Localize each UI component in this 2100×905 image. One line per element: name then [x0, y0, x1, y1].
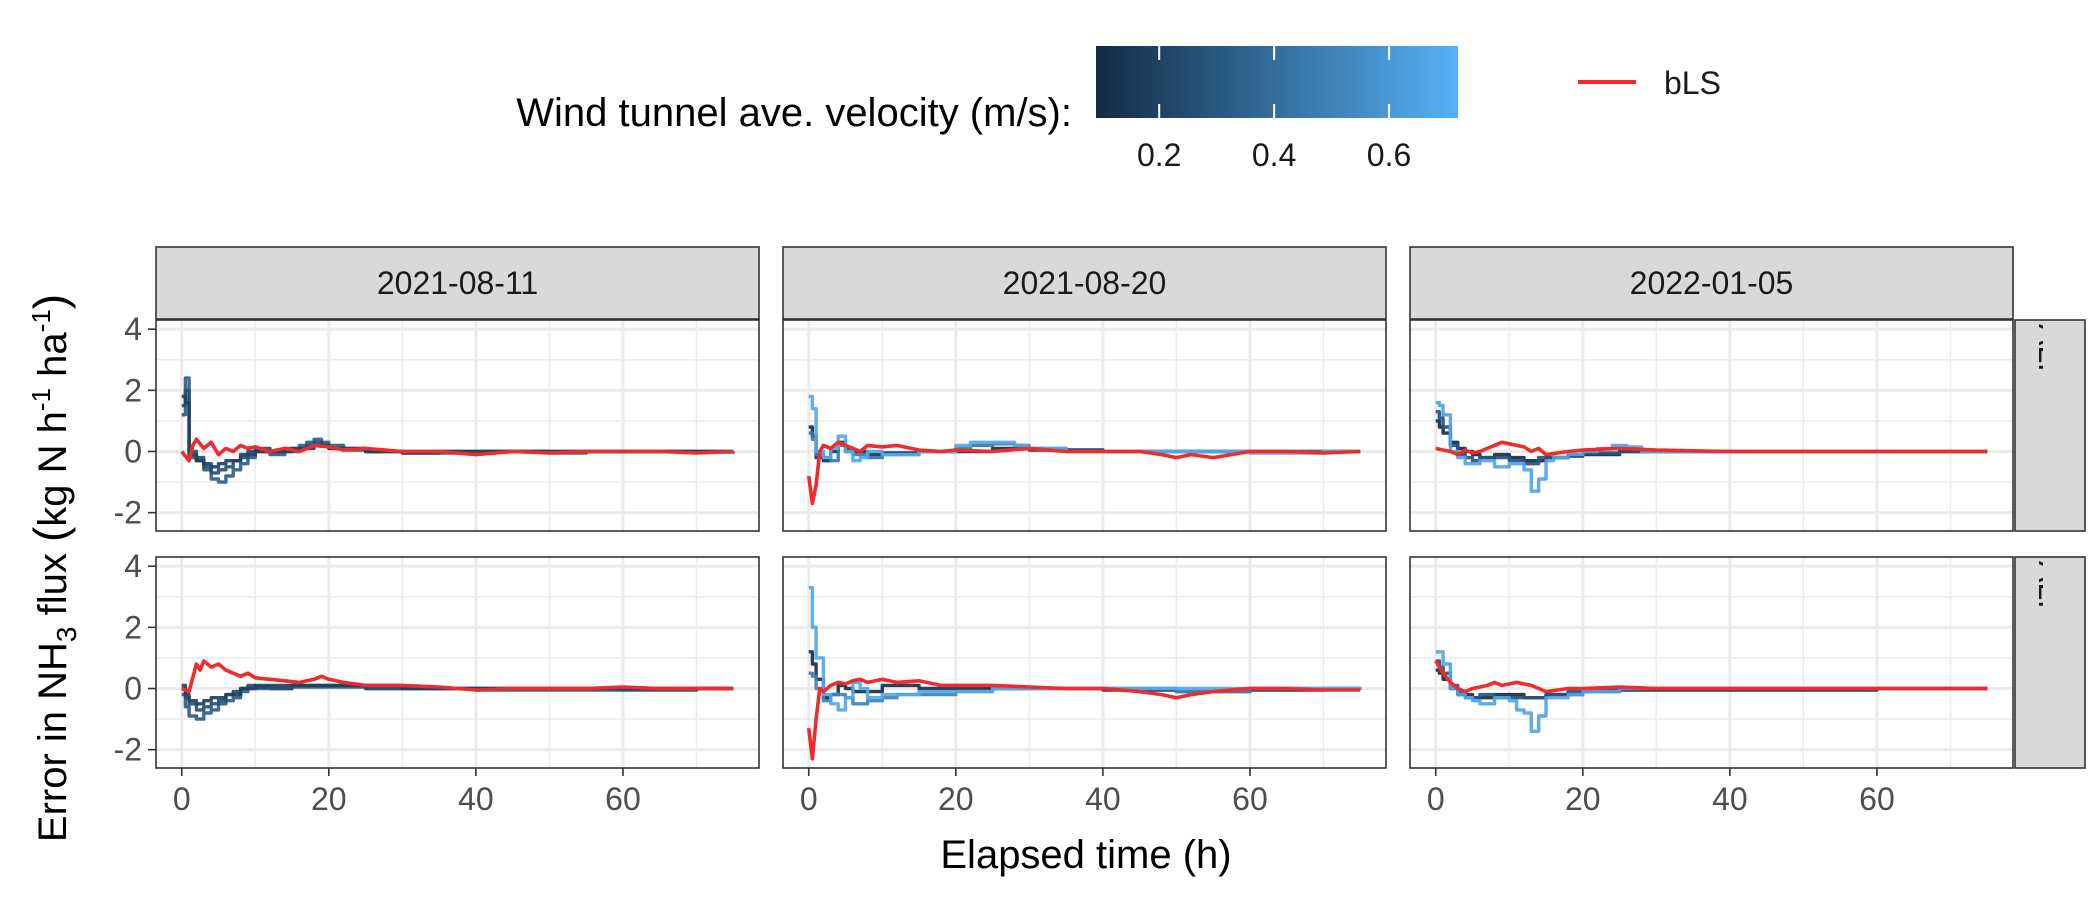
column-strip: 2021-08-20 [782, 246, 1387, 320]
x-tick-label: 0 [173, 781, 191, 817]
column-strip: 2022-01-05 [1409, 246, 2014, 320]
panel-border [155, 319, 760, 532]
y-title-part: Error in NH [31, 642, 75, 842]
panel-background [156, 557, 759, 768]
panel-background [156, 320, 759, 531]
panel-series [1434, 650, 1988, 733]
panels: 2021-08-11 2021-08-20 2022-01-05 ALFAM2 cal… [114, 246, 2086, 817]
column-strip-box [1409, 246, 2014, 320]
x-tick-label: 20 [1565, 781, 1601, 817]
x-tick-label: 60 [1859, 781, 1895, 817]
row-strip: ALFAM2 cal. B [2014, 556, 2086, 773]
row-strip-label: ALFAM2 cal. B [2032, 561, 2068, 773]
series-line-bls [806, 677, 1361, 761]
panel-series [806, 585, 1362, 761]
column-strip-label: 2021-08-11 [377, 265, 538, 301]
panel-border [782, 556, 1387, 769]
panel [1409, 319, 2014, 532]
column-strip-box [782, 246, 1387, 320]
column-strip-label: 2022-01-05 [1630, 265, 1794, 301]
panel: 0 20 40 60 [1409, 556, 2014, 817]
x-axis-title: Elapsed time (h) [940, 833, 1231, 877]
panel-border [155, 556, 760, 769]
y-tick-label: 2 [124, 372, 142, 408]
panel-background [783, 557, 1386, 768]
x-tick-label: 40 [1085, 781, 1121, 817]
y-tick-label: 0 [124, 670, 142, 706]
series-line-bls [180, 437, 734, 463]
y-tick-label: -2 [114, 732, 142, 768]
y-title-subscript: 3 [51, 627, 82, 643]
x-tick-label: 40 [1712, 781, 1748, 817]
column-strip-box [155, 246, 760, 320]
y-title-part: ha [31, 332, 75, 388]
row-strip: ALFAM2 cal. A [2014, 319, 2086, 535]
row-strip-box [2014, 319, 2086, 532]
panel-series [180, 376, 735, 484]
series-line-bls [806, 440, 1361, 506]
y-title-superscript: -1 [26, 388, 56, 411]
panel-border [782, 319, 1387, 532]
x-tick-label: 0 [1427, 781, 1445, 817]
colorbar-tick-label: 0.2 [1137, 137, 1181, 173]
y-tick-label: -2 [114, 495, 142, 531]
column-strip: 2021-08-11 [155, 246, 760, 320]
colorbar-title: Wind tunnel ave. velocity (m/s): [516, 91, 1072, 135]
panel-background [1410, 557, 2013, 768]
series-line-velocity [1435, 650, 1988, 733]
column-strip-label: 2021-08-20 [1003, 265, 1167, 301]
panel-border [1409, 556, 2014, 769]
panel-series [1435, 400, 1988, 493]
panel-background [1410, 320, 2013, 531]
y-tick-label: 4 [124, 548, 142, 584]
x-tick-label: 60 [605, 781, 641, 817]
x-tick-label: 20 [311, 781, 347, 817]
panel: -2 0 2 4 [114, 311, 760, 532]
y-axis-title-text: Error in NH3 flux (kg N h-1 ha-1) [24, 294, 82, 842]
y-title-part: flux [31, 542, 75, 626]
line-legend: bLS [1578, 65, 1721, 101]
series-line-bls [181, 659, 734, 694]
y-title-paren: ) [24, 294, 76, 309]
x-tick-label: 0 [800, 781, 818, 817]
y-title-superscript: -1 [26, 309, 56, 332]
colorbar: 0.2 0.4 0.6 [1096, 46, 1458, 173]
series-line-bls [1434, 660, 1988, 694]
panel-border [1409, 319, 2014, 532]
colorbar-tick-label: 0.6 [1367, 137, 1411, 173]
x-tick-label: 40 [458, 781, 494, 817]
colorbar-gradient [1096, 46, 1458, 118]
colorbar-tick-label: 0.4 [1252, 137, 1296, 173]
panel-background [783, 320, 1386, 531]
y-axis-title: Error in NH3 flux (kg N h-1 ha-1) [24, 294, 82, 842]
legend-label-bls: bLS [1664, 65, 1721, 101]
panel-series [181, 659, 734, 721]
x-tick-label: 60 [1232, 781, 1268, 817]
y-title-paren: ( [24, 526, 76, 542]
panel-series [806, 394, 1361, 506]
y-title-part: kg N h [31, 411, 75, 527]
panel [782, 319, 1387, 532]
y-tick-label: 2 [124, 609, 142, 645]
row-strip-label: ALFAM2 cal. A [2032, 324, 2068, 535]
row-strip-box [2014, 556, 2086, 769]
y-tick-label: 0 [124, 433, 142, 469]
y-tick-label: 4 [124, 311, 142, 347]
panel: 0 20 40 60 [782, 556, 1387, 817]
series-line-bls [1435, 440, 1988, 457]
x-tick-label: 20 [938, 781, 974, 817]
